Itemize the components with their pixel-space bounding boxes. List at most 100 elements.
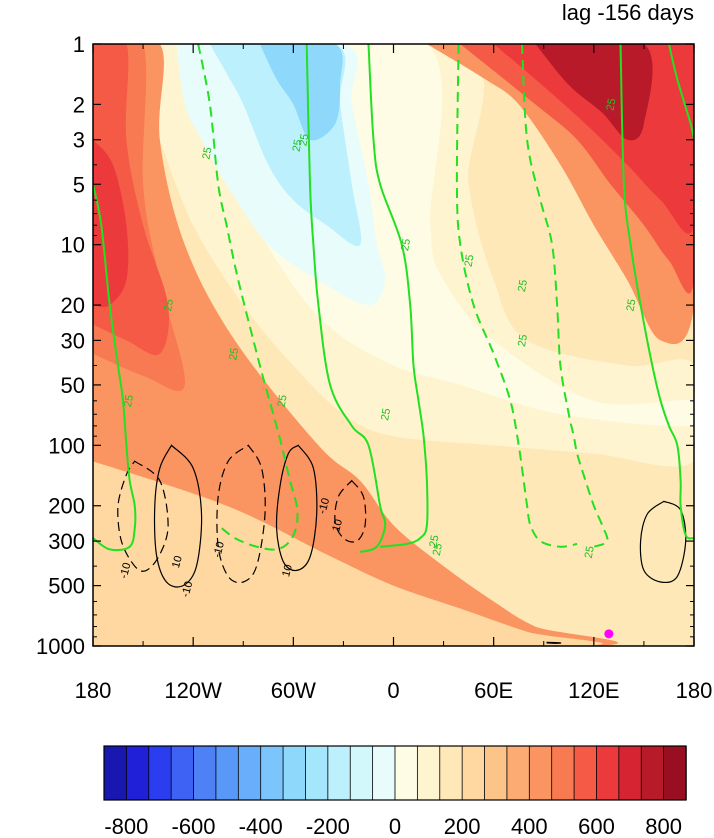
green-contour — [521, 44, 609, 548]
y-tick-label: 200 — [48, 494, 85, 519]
y-tick-label: 1 — [73, 32, 85, 57]
colorbar-swatch — [640, 745, 665, 801]
x-tick-label: 180 — [676, 678, 713, 703]
green-contour-label: 25 — [516, 334, 530, 348]
magenta-marker — [604, 629, 614, 639]
fill-region — [93, 44, 618, 646]
colorbar-swatch — [305, 745, 329, 801]
green-contour — [455, 44, 578, 548]
green-contour — [93, 184, 137, 552]
colorbar-label: 600 — [578, 814, 615, 838]
colorbar-swatch — [349, 745, 374, 801]
colorbar-swatch — [439, 745, 463, 801]
x-tick-label: 60W — [271, 678, 316, 703]
colorbar-frame — [103, 745, 687, 801]
green-contour-label: 25 — [399, 238, 413, 252]
green-contour-label: 25 — [227, 347, 241, 361]
colorbar-label: 400 — [511, 814, 548, 838]
y-tick-label: 500 — [48, 574, 85, 599]
colorbar-swatch — [170, 745, 195, 801]
colorbar-label: -800 — [104, 814, 148, 838]
green-contour — [619, 44, 694, 540]
green-contour-label: 25 — [605, 98, 619, 112]
green-contour-label: 25 — [431, 542, 445, 556]
colorbar-swatch — [618, 745, 642, 801]
green-contour — [305, 44, 387, 553]
colorbar-swatch — [573, 745, 598, 801]
plot-fill-layer — [93, 44, 694, 646]
x-tick-label: 0 — [387, 678, 399, 703]
colorbar-label: -600 — [172, 814, 216, 838]
fill-region — [535, 44, 653, 141]
y-tick-label: 1000 — [36, 634, 85, 659]
x-tick-label: 120E — [568, 678, 619, 703]
y-tick-label: 30 — [61, 328, 85, 353]
y-tick-label: 20 — [61, 293, 85, 318]
green-contour-label: 25 — [463, 254, 477, 268]
colorbar-swatch — [394, 745, 419, 801]
black-contour — [216, 444, 266, 584]
black-contour-layer — [117, 444, 687, 644]
x-tick-label: 60E — [474, 678, 513, 703]
black-contour — [639, 500, 687, 584]
colorbar-swatch — [215, 745, 239, 801]
colorbar-swatch — [125, 745, 150, 801]
black-contour — [275, 444, 318, 572]
colorbar-label: -200 — [306, 814, 350, 838]
colorbar-swatch — [260, 745, 284, 801]
colorbar-swatch — [528, 745, 553, 801]
green-contour-label: 25 — [583, 545, 597, 559]
chart-title: lag -156 days — [561, 0, 694, 25]
colorbar-swatch — [103, 745, 128, 801]
green-contour-label: 25 — [297, 133, 311, 147]
colorbar-label: -400 — [239, 814, 283, 838]
colorbar-label: 200 — [444, 814, 481, 838]
green-contour-label: 25 — [516, 279, 530, 293]
y-tick-label: 50 — [61, 373, 85, 398]
green-contour-layer — [93, 44, 694, 553]
colorbar-swatch — [327, 745, 351, 801]
colorbar-swatch — [596, 745, 620, 801]
colorbar-swatch — [148, 745, 172, 801]
black-contour — [546, 641, 562, 644]
colorbar-swatch — [372, 745, 396, 801]
colorbar: -800 -600 -400 -200 0 200 400 600 800 — [103, 745, 687, 838]
colorbar-swatch — [551, 745, 575, 801]
fill-region — [93, 139, 129, 307]
black-contour-label: -10 — [180, 580, 196, 598]
colorbar-swatch — [282, 745, 307, 801]
green-contour-label: 25 — [276, 394, 290, 408]
green-contour — [367, 44, 429, 548]
colorbar-swatch — [237, 745, 262, 801]
black-contour — [334, 479, 367, 543]
colorbar-label: 800 — [645, 814, 682, 838]
x-tick-label: 120W — [164, 678, 222, 703]
black-contour-label: 10 — [330, 518, 345, 533]
black-contour-label: -10 — [316, 497, 332, 515]
colorbar-swatch — [506, 745, 531, 801]
green-contour-label: 25 — [122, 394, 136, 408]
green-contour-label: 25 — [428, 534, 442, 548]
y-tick-label: 2 — [73, 92, 85, 117]
axes-layer: 1 2 3 5 10 20 30 50 100 200 300 500 1000 180 120W 60W 0 6… — [36, 32, 712, 703]
black-contour — [117, 460, 169, 572]
fill-region — [93, 461, 603, 646]
green-contour — [668, 44, 694, 140]
green-contour — [197, 44, 299, 551]
colorbar-swatch — [484, 745, 508, 801]
green-contour-label: 25 — [291, 138, 305, 152]
y-tick-label: 3 — [73, 128, 85, 153]
fill-region — [259, 44, 343, 141]
colorbar-swatch — [663, 745, 687, 801]
colorbar-label: 0 — [389, 814, 401, 838]
black-contour-label: 10 — [170, 554, 185, 569]
y-tick-label: 300 — [48, 529, 85, 554]
y-tick-label: 100 — [48, 433, 85, 458]
black-contour-label: -10 — [211, 540, 227, 558]
colorbar-swatch — [461, 745, 486, 801]
y-tick-label: 10 — [61, 233, 85, 258]
x-tick-label: 180 — [75, 678, 112, 703]
colorbar-swatch — [416, 745, 441, 801]
